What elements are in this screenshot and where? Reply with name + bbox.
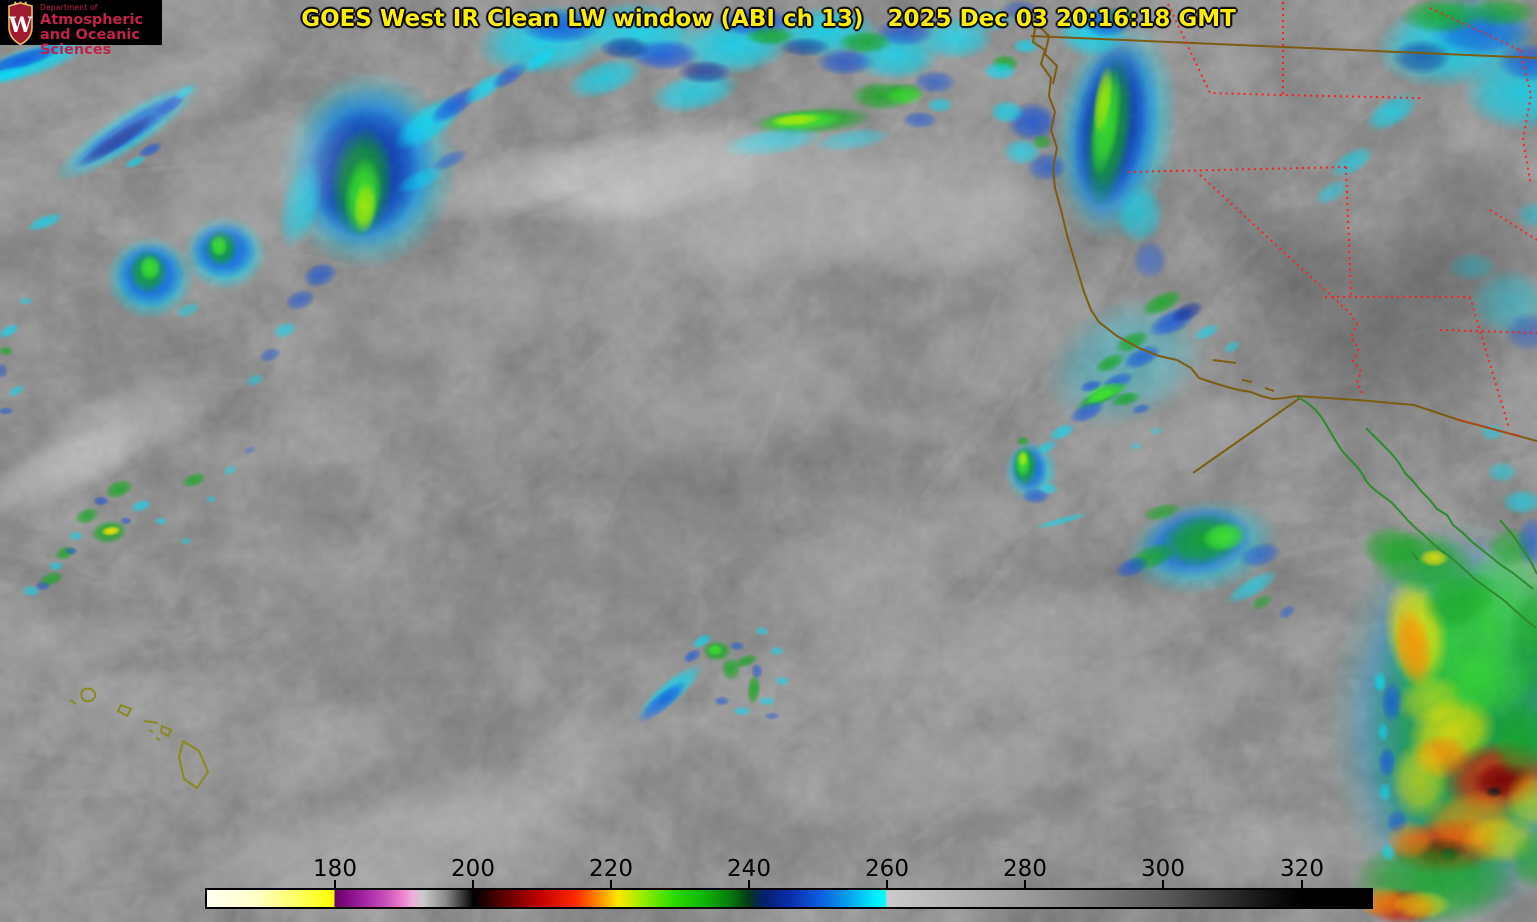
colorbar-tick-label: 300 [1141, 856, 1185, 882]
colorbar-tick-mark [1162, 880, 1164, 888]
uw-logo-box: W Department of Atmospheric and Oceanic … [0, 0, 162, 57]
colorbar-tick-label: 280 [1003, 856, 1047, 882]
logo-dept-line2: and Oceanic Sciences [40, 27, 140, 58]
logo-dept-line1: Atmospheric [40, 11, 144, 28]
colorbar-tick-label: 320 [1280, 856, 1324, 882]
logo-dept-small: Department of [40, 3, 98, 12]
colorbar-tick-mark [610, 880, 612, 888]
colorbar-tick-label: 260 [865, 856, 909, 882]
colorbar-tick-mark [1301, 880, 1303, 888]
colorbar-tick-label: 220 [589, 856, 633, 882]
colorbar-tick-mark [334, 880, 336, 888]
crest-letter: W [8, 12, 33, 37]
colorbar [205, 888, 1373, 909]
colorbar-tick-label: 180 [313, 856, 357, 882]
colorbar-tick-mark [472, 880, 474, 888]
image-title: GOES West IR Clean LW window (ABI ch 13)… [301, 6, 1236, 32]
colorbar-tick-mark [748, 880, 750, 888]
colorbar-tick-mark [886, 880, 888, 888]
colorbar-tick-label: 200 [451, 856, 495, 882]
uw-crest-icon: W [8, 1, 33, 45]
logo-text: Department of Atmospheric and Oceanic Sc… [40, 2, 162, 57]
colorbar-tick-label: 240 [727, 856, 771, 882]
colorbar-tick-mark [1024, 880, 1026, 888]
